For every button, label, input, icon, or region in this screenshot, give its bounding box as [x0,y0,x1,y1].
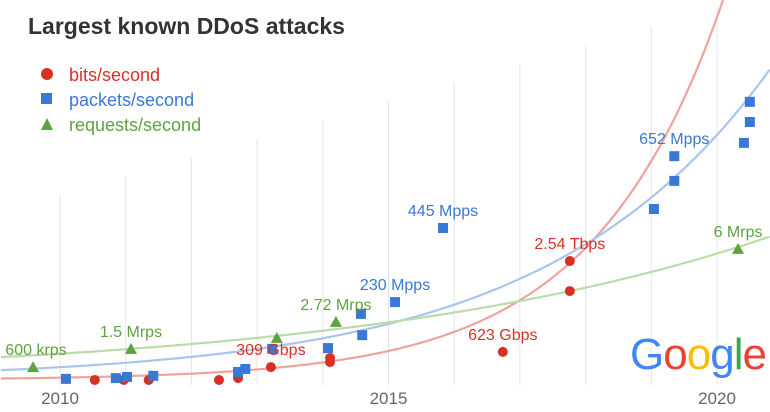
data-point-circle [325,352,336,363]
data-point-triangle [27,361,40,373]
data-label: 1.5 Mrps [100,324,162,341]
data-point-triangle [124,342,137,354]
data-label: 623 Gbps [468,327,537,344]
data-label: 309 Gbps [236,342,305,359]
data-point-circle [564,256,575,267]
data-point-square [110,373,121,384]
chart-title: Largest known DDoS attacks [28,13,345,39]
data-point-triangle [270,331,283,343]
data-label: 6 Mrps [714,224,763,241]
data-label: 230 Mpps [360,277,430,294]
data-label: 652 Mpps [639,131,709,148]
trendline-square [0,69,770,372]
data-point-square [267,343,278,354]
circle-marker-icon [40,65,54,86]
google-logo: Google [630,330,767,379]
data-point-square [669,151,680,162]
data-point-triangle [732,242,745,254]
legend-item-requests: requests/second [40,115,201,136]
data-point-circle [213,375,224,385]
data-point-square [648,204,659,214]
data-label: 600 krps [5,342,66,359]
data-point-square [148,370,159,381]
x-tick-label: 2020 [698,389,736,408]
data-point-square [738,137,749,148]
data-point-square [355,308,366,319]
data-point-circle [265,362,276,373]
data-point-square [390,297,401,308]
x-tick-label: 2010 [41,389,79,408]
trendline-circle [0,0,725,380]
data-point-square [60,373,71,384]
triangle-marker-icon [40,115,54,136]
data-point-square [744,116,755,127]
data-point-square [233,367,244,378]
data-point-square [438,223,449,233]
legend-label: bits/second [69,65,161,85]
data-point-square [323,343,334,354]
legend-label: packets/second [69,90,195,110]
data-label: 445 Mpps [408,203,478,220]
data-point-square [122,371,133,382]
data-label: 2.72 Mrps [300,297,371,314]
data-point-square [669,175,680,186]
legend-item-bits: bits/second [40,65,160,86]
legend-label: requests/second [69,115,202,135]
data-point-circle [564,286,575,297]
data-point-circle [497,346,508,357]
square-marker-icon [40,90,54,111]
data-point-square [240,363,251,374]
data-point-square [357,330,368,341]
legend-item-packets: packets/second [40,90,194,111]
data-label: 2.54 Tbps [534,236,605,253]
data-point-triangle [329,315,342,327]
data-point-square [744,96,755,107]
data-point-circle [89,375,100,385]
x-tick-label: 2015 [370,389,408,408]
